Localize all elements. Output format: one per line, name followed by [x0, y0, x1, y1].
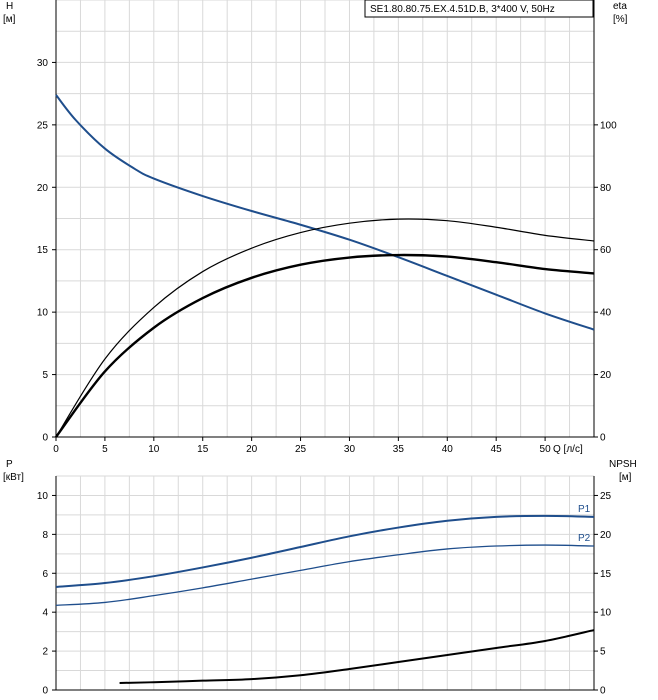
series-line-top-2	[55, 253, 595, 438]
right-tick-label: 0	[600, 686, 606, 697]
x-tick-label: 50	[540, 444, 552, 455]
left-tick-label: 8	[42, 530, 48, 541]
left-tick-label: 10	[37, 491, 49, 502]
bottom-left-axis-label: P	[6, 459, 13, 470]
right-tick-label: 10	[600, 608, 612, 619]
x-tick-label: 15	[197, 444, 209, 455]
left-tick-label: 4	[42, 608, 48, 619]
top-right-ticks: 0 20 40 60 80 100	[594, 120, 617, 444]
top-left-axis-label: H	[6, 1, 13, 12]
top-right-axis-unit: [%]	[613, 14, 628, 25]
left-tick-label: 20	[37, 183, 49, 194]
left-tick-label: 2	[42, 647, 48, 658]
series-label-p2: P2	[578, 533, 591, 544]
series-line-top-1	[55, 218, 595, 438]
x-tick-label: 0	[53, 444, 59, 455]
left-tick-label: 0	[42, 433, 48, 444]
x-tick-label: 45	[491, 444, 503, 455]
series-line-top-0	[55, 94, 595, 331]
bottom-right-ticks: 0 5 10 15 20 25	[594, 491, 612, 697]
right-tick-label: 100	[600, 120, 617, 131]
x-tick-label: 30	[344, 444, 356, 455]
right-tick-label: 80	[600, 183, 612, 194]
top-right-axis-label: eta	[613, 1, 627, 12]
right-tick-label: 20	[600, 370, 612, 381]
top-left-axis-unit: [м]	[3, 14, 16, 25]
x-tick-label: 25	[295, 444, 307, 455]
x-tick-label: 35	[393, 444, 405, 455]
left-tick-label: 15	[37, 245, 49, 256]
x-axis-label: Q [л/с]	[553, 444, 583, 455]
bottom-axes	[55, 476, 595, 691]
left-tick-label: 5	[42, 370, 48, 381]
chart-title: SE1.80.80.75.EX.4.51D.B, 3*400 V, 50Hz	[370, 4, 555, 15]
right-tick-label: 15	[600, 569, 612, 580]
right-tick-label: 20	[600, 530, 612, 541]
right-tick-label: 0	[600, 433, 606, 444]
series-label-p1: P1	[578, 504, 591, 515]
top-left-ticks: 0 5 10 15 20 25 30	[37, 58, 56, 444]
series-line-bot-2	[119, 629, 595, 684]
x-tick-label: 5	[102, 444, 108, 455]
top-axes	[55, 0, 595, 438]
left-tick-label: 25	[37, 120, 49, 131]
chart-title-box: SE1.80.80.75.EX.4.51D.B, 3*400 V, 50Hz	[364, 0, 594, 18]
series-line-p1	[55, 514, 595, 588]
right-tick-label: 5	[600, 647, 606, 658]
x-tick-label: 40	[442, 444, 454, 455]
bottom-left-ticks: 0 2 4 6 8 10	[37, 491, 56, 697]
left-tick-label: 10	[37, 308, 49, 319]
right-tick-label: 25	[600, 491, 612, 502]
left-tick-label: 6	[42, 569, 48, 580]
top-x-ticks: 0 5 10 15 20 25 30 35 40 45 50	[53, 437, 551, 455]
left-tick-label: 0	[42, 686, 48, 697]
top-series	[55, 94, 595, 438]
bottom-series: P1 P2	[55, 504, 595, 684]
right-tick-label: 60	[600, 245, 612, 256]
bottom-right-axis-unit: [м]	[619, 472, 632, 483]
top-grid	[56, 0, 594, 437]
x-tick-label: 10	[148, 444, 160, 455]
bottom-left-axis-unit: [кВт]	[3, 472, 24, 483]
series-line-p2	[55, 544, 595, 607]
bottom-grid	[56, 475, 594, 690]
left-tick-label: 30	[37, 58, 49, 69]
x-tick-label: 20	[246, 444, 258, 455]
bottom-right-axis-label: NPSH	[609, 459, 637, 470]
right-tick-label: 40	[600, 308, 612, 319]
